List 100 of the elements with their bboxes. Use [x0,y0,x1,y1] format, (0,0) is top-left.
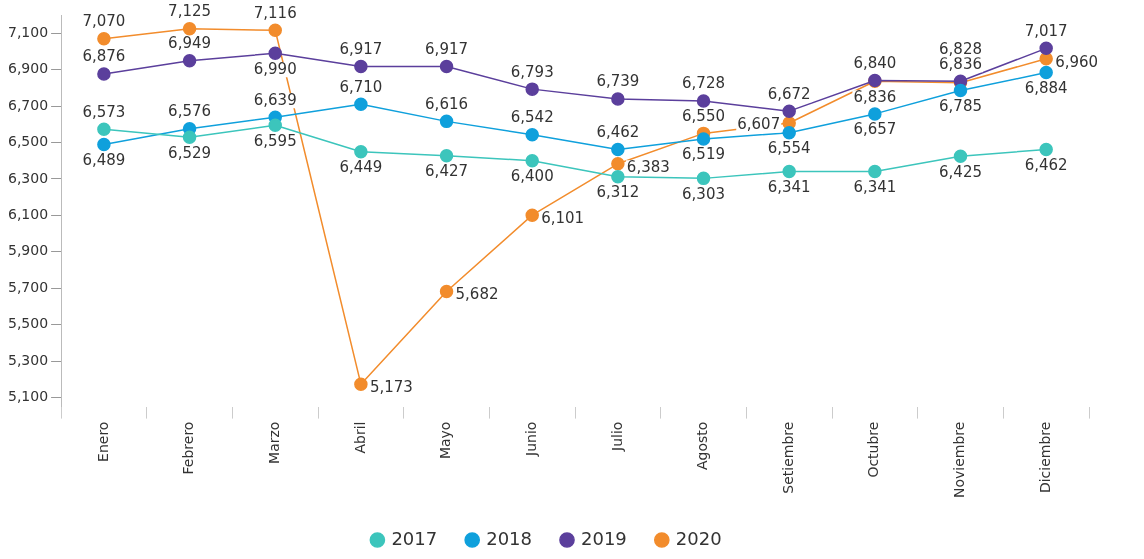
legend-label: 2017 [391,527,438,549]
point [268,23,282,38]
point [1039,41,1053,56]
data-label: 6,554 [767,139,811,158]
x-tick-label: Octubre [865,421,882,478]
y-tick-label: 6,300 [7,169,49,186]
data-label: 7,116 [253,3,297,22]
point [782,164,796,179]
data-label: 6,793 [510,62,554,81]
data-label: 6,728 [682,74,726,93]
y-tick-label: 6,900 [7,60,49,77]
data-label: 6,449 [339,158,383,177]
data-label: 6,960 [1055,52,1099,71]
legend-label: 2018 [486,527,532,549]
data-label: 6,462 [596,122,640,141]
point [868,164,882,179]
data-label: 6,576 [168,102,212,121]
data-label: 6,884 [1024,78,1068,97]
point [439,284,454,299]
x-tick-label: Febrero [180,421,197,475]
data-label: 6,303 [682,184,726,203]
point [97,67,111,81]
data-label: 6,462 [1024,155,1068,174]
data-label: 6,341 [767,177,811,196]
data-label: 5,173 [369,378,413,397]
data-label: 6,383 [626,157,670,176]
data-label: 6,607 [737,114,781,133]
data-label: 6,400 [510,167,554,186]
point [611,157,625,171]
y-tick-label: 5,700 [7,278,49,295]
data-label: 6,529 [168,143,212,162]
point [525,153,539,168]
point [354,97,368,111]
point [782,104,796,118]
data-label: 6,657 [853,120,897,139]
x-tick-label: Diciembre [1036,421,1053,494]
data-label: 6,542 [510,108,554,127]
data-label: 6,550 [682,106,726,125]
point [182,130,197,144]
data-label: 6,949 [168,34,212,53]
data-label: 6,425 [939,162,982,181]
point [696,132,711,146]
data-label: 7,125 [168,2,212,21]
data-label: 6,489 [82,150,126,169]
point [611,142,625,157]
point [97,137,111,152]
data-label: 6,876 [82,47,126,66]
data-label: 6,836 [853,87,897,106]
point [525,82,539,96]
x-tick-label: Abril [351,421,368,454]
x-tick-label: Mayo [437,421,454,460]
data-label: 6,672 [767,84,811,103]
legend-label: 2020 [675,527,722,549]
point [97,122,111,136]
point [953,83,968,98]
point [182,53,197,68]
y-tick-label: 6,100 [7,205,49,222]
point [696,94,711,108]
data-label: 6,101 [541,209,585,228]
point [97,31,111,46]
data-label: 7,070 [82,12,126,31]
point [354,145,368,159]
y-tick-label: 6,500 [7,133,49,150]
point [439,114,454,129]
data-label: 6,917 [339,39,383,58]
y-tick-label: 5,300 [7,351,49,368]
data-label: 7,017 [1024,21,1068,40]
x-tick-label: Noviembre [951,421,968,499]
data-label: 6,710 [339,77,383,96]
data-label: 6,785 [939,96,982,115]
y-tick-label: 6,700 [7,96,49,113]
data-label: 6,739 [596,72,640,91]
data-label: 6,990 [253,59,297,78]
x-tick-label: Junio [522,421,539,457]
data-label: 6,427 [425,162,469,181]
point [782,125,796,140]
y-tick-label: 5,100 [7,388,49,405]
data-label: 6,519 [682,145,726,164]
point [182,21,197,36]
x-tick-label: Enero [94,421,111,462]
x-tick-label: Agosto [694,421,711,470]
data-label: 5,682 [455,285,499,304]
point [439,59,454,74]
data-label: 6,312 [596,183,640,202]
data-label: 6,639 [253,90,297,109]
point [354,59,368,74]
point [525,128,539,142]
point [868,107,882,121]
y-tick-label: 7,100 [7,23,49,40]
y-tick-label: 5,500 [7,315,49,332]
point [611,92,625,106]
point [953,149,968,163]
data-label: 6,616 [425,94,469,113]
data-label: 6,840 [853,53,897,72]
point [268,46,282,60]
x-tick-label: Marzo [265,421,282,464]
x-tick-label: Julio [608,421,625,452]
point [696,171,711,186]
x-tick-label: Setiembre [779,421,796,494]
data-label: 6,917 [425,39,469,58]
